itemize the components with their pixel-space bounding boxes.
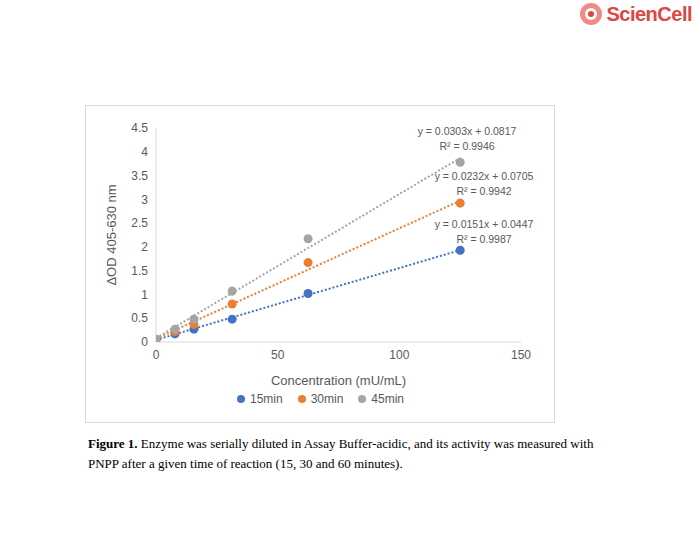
svg-text:0: 0 (153, 348, 160, 362)
svg-text:4: 4 (141, 145, 148, 159)
svg-text:ΔOD 405-630 nm: ΔOD 405-630 nm (104, 184, 119, 285)
svg-text:4.5: 4.5 (131, 121, 148, 135)
html-text:15min: 15min (250, 392, 283, 406)
html-text:R² = 0.9942: R² = 0.9942 (456, 185, 512, 197)
html-text:45min: 45min (371, 392, 404, 406)
html-text:y = 0.0232x + 0.0705: y = 0.0232x + 0.0705 (434, 170, 534, 182)
html-text:y = 0.0151x + 0.0447: y = 0.0151x + 0.0447 (434, 218, 534, 230)
svg-text:1.5: 1.5 (131, 264, 148, 278)
svg-text:0: 0 (141, 335, 148, 349)
svg-text:3.5: 3.5 (131, 169, 148, 183)
svg-text:100: 100 (389, 348, 409, 362)
svg-text:2.5: 2.5 (131, 216, 148, 230)
svg-text:Concentration (mU/mL): Concentration (mU/mL) (271, 373, 406, 388)
html-text:30min: 30min (310, 392, 344, 406)
html-text:ScienCell: ScienCell (606, 2, 692, 25)
svg-text:150: 150 (511, 348, 531, 362)
html-text:R² = 0.9946: R² = 0.9946 (439, 140, 495, 152)
html-text:Figure 1. Enzyme was serially: Figure 1. Enzyme was serially diluted in… (88, 436, 594, 471)
html-text:R² = 0.9987: R² = 0.9987 (456, 233, 512, 245)
svg-text:2: 2 (141, 240, 148, 254)
svg-text:3: 3 (141, 193, 148, 207)
svg-text:0.5: 0.5 (131, 311, 148, 325)
svg-text:50: 50 (271, 348, 285, 362)
html-text:y = 0.0303x + 0.0817: y = 0.0303x + 0.0817 (417, 125, 517, 137)
svg-text:1: 1 (141, 288, 148, 302)
